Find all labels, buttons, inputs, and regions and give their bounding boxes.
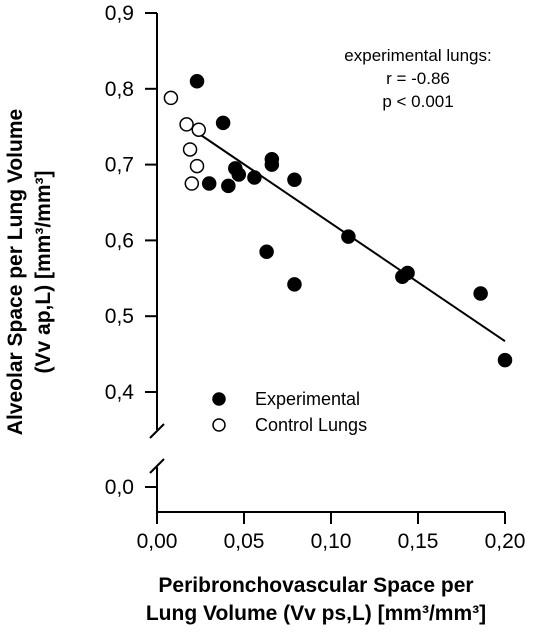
x-tick-label: 0,05: [224, 530, 265, 553]
y-tick-label: 0,8: [105, 78, 134, 101]
x-axis-title-line-1: Peribronchovascular Space per: [158, 574, 473, 597]
x-tick-label: 0,00: [137, 530, 178, 553]
annotation-line-2: r = -0.86: [386, 69, 450, 88]
data-point-experimental: [264, 157, 280, 172]
x-tick-label: 0,15: [398, 530, 439, 553]
legend-marker-control: [212, 418, 226, 432]
y-tick-label: 0,0: [105, 476, 134, 499]
annotation-line-1: experimental lungs:: [344, 46, 491, 65]
legend-marker-experimental: [212, 392, 226, 406]
legend-label-experimental: Experimental: [255, 389, 360, 409]
y-axis-break-mark-upper: [149, 423, 165, 439]
data-point-experimental: [287, 277, 302, 292]
data-points: [163, 73, 513, 368]
data-point-experimental: [247, 170, 262, 185]
legend-label-control: Control Lungs: [255, 415, 367, 435]
data-point-experimental: [287, 172, 302, 188]
y-axis-break-mark-lower: [149, 458, 165, 474]
y-axis-title: Alveolar Space per Lung Volume (Vv ap,L)…: [4, 109, 55, 435]
y-tick-label: 0,5: [105, 305, 134, 328]
data-point-experimental: [259, 244, 274, 260]
y-axis: 0,0 0,4 0,5 0,6 0,7 0,8 0,9: [105, 2, 165, 512]
x-tick-label: 0,10: [311, 530, 352, 553]
y-axis-title-line-1: Alveolar Space per Lung Volume: [4, 109, 27, 435]
data-point-experimental: [221, 178, 236, 194]
data-point-control: [184, 176, 200, 191]
annotation-line-3: p < 0.001: [382, 92, 453, 111]
data-point-experimental: [400, 265, 415, 281]
y-tick-label: 0,7: [105, 154, 134, 177]
x-axis: 0,00 0,05 0,10 0,15 0,20: [137, 511, 526, 553]
data-point-control: [191, 122, 207, 137]
x-tick-label: 0,20: [485, 530, 526, 553]
data-point-experimental: [189, 73, 205, 89]
data-point-control: [163, 90, 179, 106]
data-point-experimental: [201, 176, 217, 191]
y-tick-label: 0,6: [105, 229, 134, 252]
data-point-experimental: [341, 229, 356, 244]
data-point-control: [179, 117, 194, 132]
data-point-experimental: [497, 352, 513, 368]
legend: Experimental Control Lungs: [212, 389, 367, 435]
y-tick-label: 0,4: [105, 381, 135, 404]
y-axis-title-line-2: (Vv ap,L) [mm³/mm³]: [32, 170, 55, 373]
data-point-control: [182, 142, 198, 157]
x-axis-title-line-2: Lung Volume (Vv ps,L) [mm³/mm³]: [146, 602, 486, 625]
data-point-experimental: [473, 286, 488, 301]
data-point-control: [189, 158, 205, 174]
y-tick-label: 0,9: [105, 2, 134, 25]
data-point-experimental: [231, 167, 247, 182]
data-point-experimental: [215, 115, 231, 131]
